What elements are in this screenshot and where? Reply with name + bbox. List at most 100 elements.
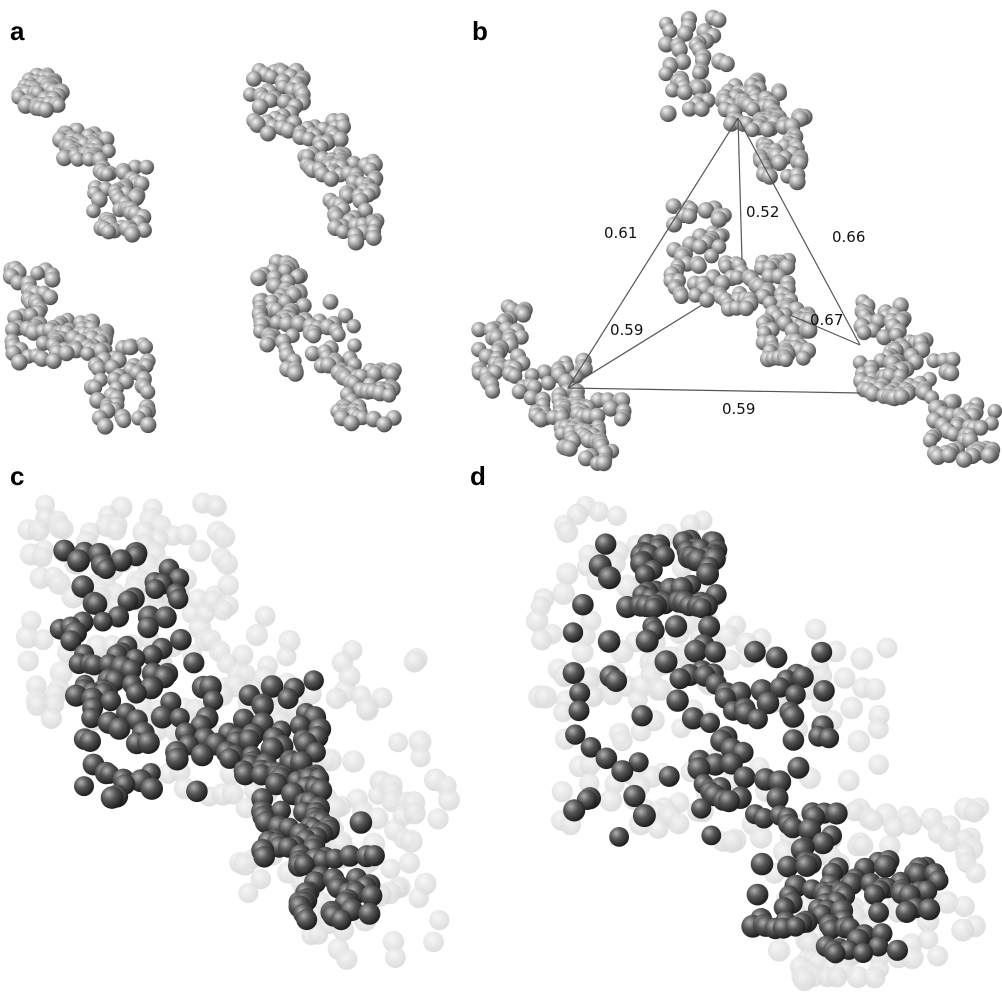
- bead: [782, 729, 805, 751]
- bead: [840, 696, 863, 720]
- bead: [580, 737, 602, 758]
- bead: [846, 965, 869, 989]
- bead: [342, 750, 365, 773]
- bead: [973, 420, 989, 436]
- bead: [863, 884, 885, 906]
- bead: [271, 800, 291, 821]
- bead-model-a3: [2, 260, 157, 435]
- bead: [945, 351, 961, 368]
- bead: [669, 668, 691, 690]
- bead: [117, 590, 139, 612]
- bead: [602, 400, 619, 417]
- bead: [704, 641, 726, 663]
- bead: [918, 898, 941, 921]
- bead: [746, 883, 769, 906]
- bead: [232, 644, 254, 666]
- bead: [388, 732, 408, 753]
- bead: [852, 835, 874, 857]
- bead: [781, 705, 805, 728]
- bead: [122, 339, 138, 356]
- bead: [260, 675, 284, 698]
- bead: [540, 375, 556, 391]
- bead: [666, 689, 689, 712]
- bead: [90, 360, 107, 377]
- bead: [569, 682, 591, 704]
- bead: [938, 829, 961, 853]
- bead: [109, 549, 133, 572]
- bead: [484, 383, 501, 399]
- bead: [100, 786, 124, 809]
- bead: [245, 623, 268, 647]
- bead: [667, 812, 690, 835]
- bead: [745, 122, 760, 138]
- bead: [951, 918, 975, 942]
- bead: [768, 770, 792, 794]
- bead: [534, 685, 557, 709]
- bead: [251, 98, 269, 116]
- bead: [276, 646, 297, 667]
- bead: [935, 891, 959, 914]
- bead: [92, 611, 113, 632]
- bead: [212, 525, 236, 549]
- bead: [331, 327, 346, 343]
- bead: [249, 116, 266, 133]
- edge-label-top-right: 0.66: [832, 228, 865, 246]
- bead: [188, 539, 211, 563]
- bead: [511, 383, 528, 400]
- bead: [100, 690, 122, 712]
- bead: [71, 575, 94, 598]
- bead: [572, 593, 594, 616]
- bead: [895, 901, 918, 923]
- bead: [91, 191, 108, 208]
- bead: [965, 863, 986, 884]
- bead: [692, 239, 708, 255]
- bead: [723, 115, 740, 132]
- bead: [571, 641, 594, 664]
- bead-model-b-right: [852, 294, 1002, 468]
- edge-label-left-center: 0.59: [610, 321, 643, 339]
- bead: [150, 705, 174, 729]
- bead: [183, 652, 205, 674]
- bead: [154, 606, 177, 629]
- bead: [595, 533, 617, 555]
- bead: [630, 720, 652, 742]
- bead: [423, 931, 444, 953]
- bead: [795, 350, 811, 366]
- bead: [382, 930, 405, 953]
- bead: [811, 832, 835, 855]
- bead: [631, 705, 653, 727]
- bead: [941, 447, 957, 464]
- bead: [697, 202, 715, 219]
- bead: [718, 55, 735, 73]
- edge-label-left-right: 0.59: [722, 400, 755, 418]
- bead: [336, 224, 351, 239]
- bead: [876, 329, 893, 346]
- edge-top-left: [567, 117, 739, 389]
- bead: [765, 646, 788, 669]
- bead: [186, 780, 208, 803]
- bead: [44, 271, 61, 288]
- bead: [785, 684, 806, 705]
- bead: [51, 98, 66, 113]
- bead: [96, 559, 116, 579]
- bead: [212, 599, 234, 621]
- bead: [691, 598, 712, 619]
- bead: [893, 388, 910, 405]
- bead: [67, 549, 90, 573]
- bead: [556, 562, 579, 585]
- edge-top-right: [737, 117, 861, 346]
- bead: [233, 852, 257, 876]
- bead: [190, 743, 214, 767]
- bead: [383, 366, 400, 383]
- bead: [100, 224, 117, 240]
- bead: [216, 553, 238, 575]
- bead: [70, 152, 86, 167]
- bead: [138, 339, 154, 355]
- bead: [60, 630, 82, 652]
- bead: [553, 702, 574, 723]
- bead: [673, 288, 689, 304]
- bead: [381, 388, 397, 403]
- bead: [579, 754, 601, 776]
- bead: [922, 432, 938, 448]
- bead: [27, 519, 50, 542]
